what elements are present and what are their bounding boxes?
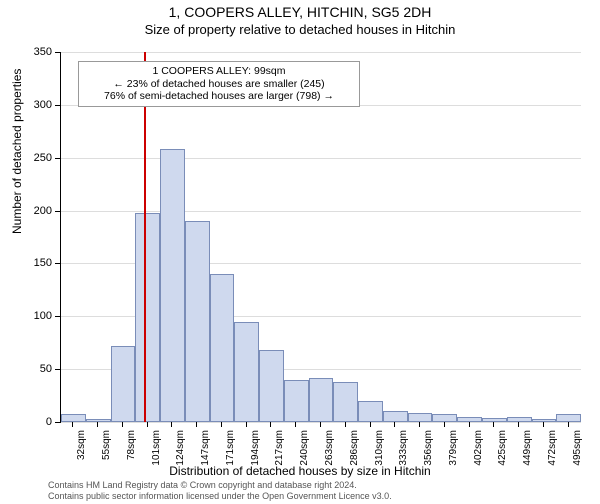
xtick-label: 171sqm (225, 430, 236, 466)
histogram-bar (556, 414, 581, 422)
footer-line1: Contains HM Land Registry data © Crown c… (48, 480, 392, 491)
histogram-bar (135, 213, 160, 422)
xtick-label: 101sqm (151, 430, 162, 466)
xtick-label: 310sqm (374, 430, 385, 466)
histogram-bar (210, 274, 235, 422)
xtick-label: 379sqm (448, 430, 459, 466)
footer-line2: Contains public sector information licen… (48, 491, 392, 502)
ytick-label: 350 (12, 46, 52, 58)
histogram-bar (284, 380, 309, 422)
histogram-bar (532, 419, 557, 422)
xtick-label: 217sqm (274, 430, 285, 466)
xtick-label: 78sqm (126, 430, 137, 460)
ytick-label: 100 (12, 310, 52, 322)
xtick-label: 402sqm (473, 430, 484, 466)
footer-attribution: Contains HM Land Registry data © Crown c… (48, 480, 392, 502)
xtick-label: 356sqm (423, 430, 434, 466)
plot-region (60, 52, 581, 423)
x-axis-label: Distribution of detached houses by size … (0, 464, 600, 478)
histogram-bar (507, 417, 532, 422)
histogram-bar (259, 350, 284, 422)
histogram-bar (111, 346, 136, 422)
xtick-label: 32sqm (76, 430, 87, 460)
histogram-bar (309, 378, 334, 422)
ytick-label: 150 (12, 257, 52, 269)
chart-area: 050100150200250300350 32sqm55sqm78sqm101… (60, 52, 580, 422)
histogram-bars (61, 52, 581, 422)
xtick-label: 263sqm (324, 430, 335, 466)
annotation-line3: 76% of semi-detached houses are larger (… (85, 90, 353, 103)
property-marker-line (144, 52, 146, 422)
xtick-label: 449sqm (522, 430, 533, 466)
ytick-label: 0 (12, 416, 52, 428)
xtick-label: 495sqm (572, 430, 583, 466)
xtick-label: 425sqm (497, 430, 508, 466)
xtick-label: 240sqm (299, 430, 310, 466)
histogram-bar (482, 418, 507, 422)
xtick-label: 124sqm (175, 430, 186, 466)
annotation-line2: ← 23% of detached houses are smaller (24… (85, 78, 353, 91)
xtick-label: 472sqm (547, 430, 558, 466)
chart-title-main: 1, COOPERS ALLEY, HITCHIN, SG5 2DH (0, 4, 600, 20)
histogram-bar (185, 221, 210, 422)
annotation-box: 1 COOPERS ALLEY: 99sqm ← 23% of detached… (78, 61, 360, 107)
ytick-label: 50 (12, 363, 52, 375)
histogram-bar (432, 414, 457, 422)
histogram-bar (234, 322, 259, 422)
xtick-label: 194sqm (250, 430, 261, 466)
chart-title-sub: Size of property relative to detached ho… (0, 22, 600, 37)
histogram-bar (383, 411, 408, 422)
ytick-label: 200 (12, 205, 52, 217)
histogram-bar (61, 414, 86, 422)
ytick-label: 250 (12, 152, 52, 164)
histogram-bar (86, 419, 111, 422)
histogram-bar (160, 149, 185, 422)
xtick-label: 333sqm (398, 430, 409, 466)
annotation-line1: 1 COOPERS ALLEY: 99sqm (85, 65, 353, 78)
xtick-label: 147sqm (200, 430, 211, 466)
histogram-bar (358, 401, 383, 422)
xtick-label: 55sqm (101, 430, 112, 460)
xtick-label: 286sqm (349, 430, 360, 466)
histogram-bar (408, 413, 433, 423)
histogram-bar (333, 382, 358, 422)
histogram-bar (457, 417, 482, 422)
ytick-label: 300 (12, 99, 52, 111)
